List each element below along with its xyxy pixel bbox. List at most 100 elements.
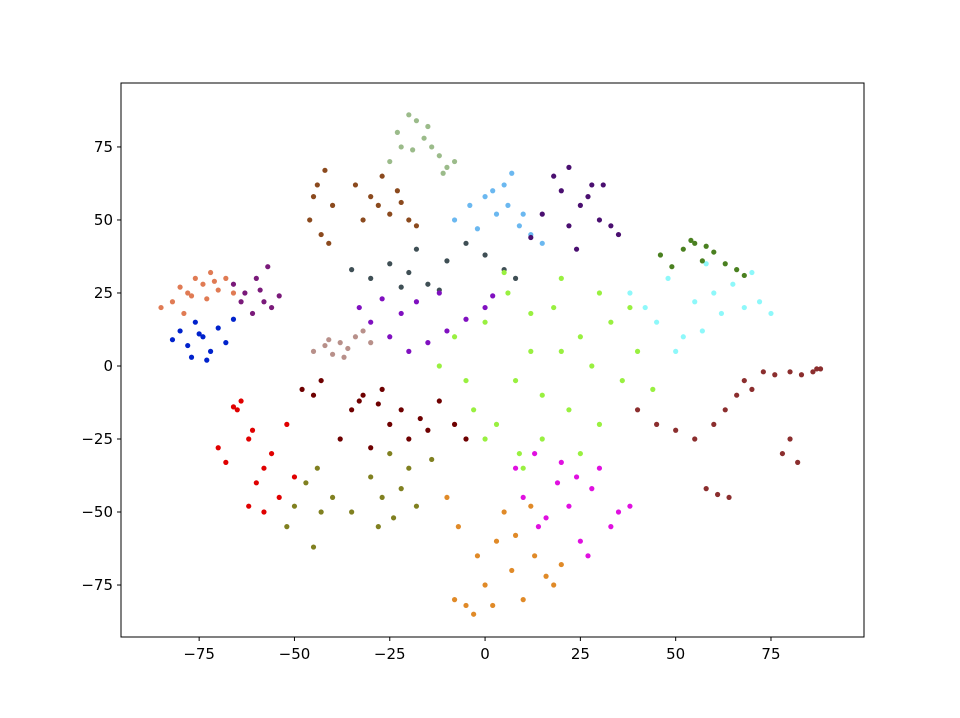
- point: [387, 158, 393, 165]
- point: [608, 319, 614, 325]
- point: [276, 494, 282, 501]
- y-tick-label: 25: [94, 284, 113, 302]
- point: [482, 304, 488, 311]
- point: [207, 269, 214, 276]
- point: [520, 465, 526, 471]
- point: [482, 436, 488, 442]
- point: [356, 304, 362, 311]
- point: [528, 348, 534, 354]
- point: [451, 597, 458, 603]
- point: [787, 436, 793, 442]
- point: [379, 296, 385, 302]
- point: [291, 503, 298, 509]
- point: [463, 436, 469, 442]
- point: [356, 398, 362, 404]
- y-tick-label: −25: [81, 430, 113, 448]
- point: [692, 240, 698, 246]
- point: [242, 290, 248, 296]
- point: [688, 237, 694, 244]
- point: [303, 480, 309, 486]
- x-tick-label: 50: [666, 645, 685, 663]
- point: [817, 366, 824, 372]
- point: [760, 369, 766, 375]
- point: [375, 401, 381, 407]
- point: [615, 509, 622, 515]
- point: [436, 363, 442, 369]
- point: [596, 290, 603, 296]
- point: [349, 267, 355, 273]
- point: [249, 427, 256, 433]
- point: [528, 234, 534, 241]
- point: [265, 264, 271, 270]
- point: [471, 611, 477, 617]
- point: [425, 340, 431, 346]
- point: [734, 267, 740, 273]
- point: [284, 421, 290, 427]
- point: [471, 407, 477, 413]
- point: [505, 202, 511, 208]
- point: [512, 377, 519, 384]
- point: [398, 310, 404, 317]
- point: [349, 509, 355, 515]
- point: [627, 290, 633, 296]
- point: [204, 296, 210, 302]
- point: [368, 275, 374, 281]
- point: [772, 372, 778, 378]
- point: [425, 123, 431, 130]
- point: [444, 164, 450, 170]
- point: [512, 532, 519, 538]
- point: [169, 299, 176, 305]
- point: [291, 474, 298, 480]
- point: [360, 392, 366, 398]
- point: [474, 553, 481, 559]
- point: [406, 348, 412, 354]
- point: [608, 524, 614, 530]
- point: [467, 202, 473, 208]
- point: [398, 284, 404, 290]
- point: [654, 421, 660, 427]
- point: [185, 290, 191, 296]
- x-tick-label: −50: [279, 645, 311, 663]
- point: [425, 281, 431, 287]
- point: [368, 445, 374, 451]
- y-tick-label: 50: [94, 211, 113, 229]
- point: [310, 544, 317, 550]
- point: [284, 524, 290, 530]
- point: [169, 337, 176, 343]
- point: [493, 421, 500, 427]
- point: [577, 450, 583, 457]
- point: [566, 407, 572, 413]
- point: [814, 366, 820, 372]
- point: [413, 223, 420, 229]
- point: [463, 240, 469, 246]
- point: [177, 328, 183, 334]
- point: [596, 217, 603, 223]
- point: [310, 348, 317, 354]
- point: [585, 553, 591, 559]
- point: [322, 342, 328, 349]
- point: [722, 261, 728, 267]
- point: [520, 494, 526, 501]
- point: [368, 194, 374, 200]
- point: [379, 494, 385, 501]
- point: [680, 334, 686, 340]
- point: [505, 290, 511, 296]
- point: [566, 503, 572, 509]
- point: [368, 340, 374, 346]
- point: [715, 491, 721, 498]
- point: [246, 503, 252, 509]
- point: [444, 328, 450, 334]
- point: [577, 538, 583, 544]
- point: [608, 223, 614, 229]
- point: [337, 436, 343, 442]
- point: [680, 246, 686, 252]
- point: [551, 582, 557, 588]
- point: [451, 334, 458, 340]
- point: [261, 509, 267, 515]
- point: [520, 597, 526, 603]
- point: [589, 182, 595, 188]
- point: [577, 202, 583, 208]
- point: [490, 602, 496, 609]
- point: [268, 304, 275, 311]
- point: [532, 450, 538, 457]
